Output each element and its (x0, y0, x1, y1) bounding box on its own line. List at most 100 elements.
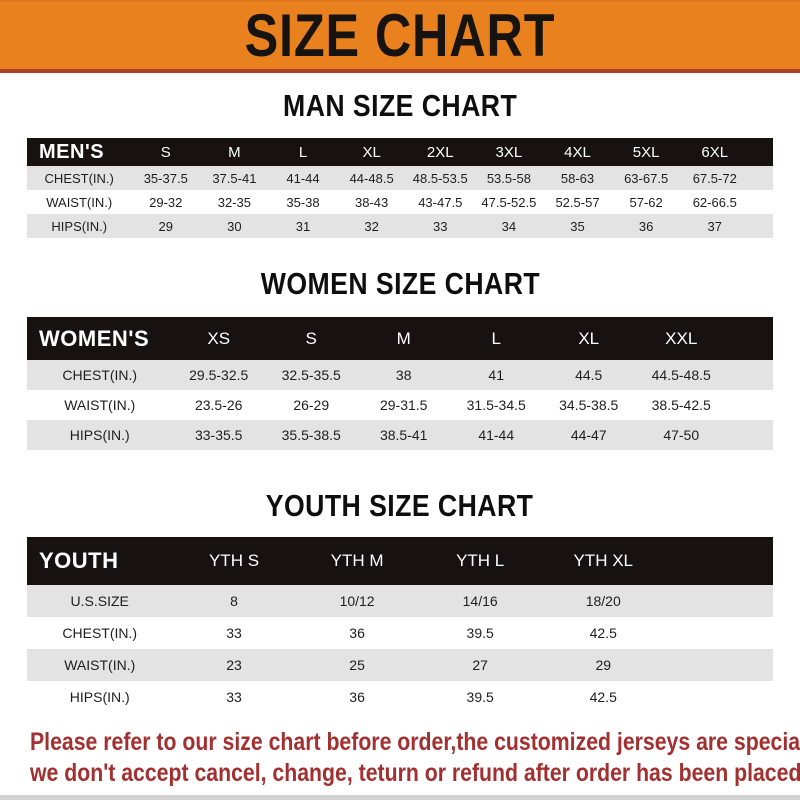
size-cell: 32-35 (217, 194, 251, 210)
youth-size-chart-title: YOUTH SIZE CHART (266, 488, 534, 523)
size-chart-banner: SIZE CHART (0, 0, 800, 73)
row-label: HIPS(IN.) (69, 689, 130, 705)
size-cell: 63-67.5 (624, 170, 669, 186)
size-cell: 42.5 (589, 625, 617, 641)
size-cell: 29.5-32.5 (189, 367, 249, 383)
column-header: YTH L (456, 551, 505, 570)
column-header: XL (578, 328, 600, 348)
size-cell: 30 (227, 218, 242, 234)
size-cell: 29 (158, 218, 173, 234)
size-cell: 67.5-72 (692, 170, 737, 186)
size-cell: 42.5 (589, 689, 617, 705)
size-cell: 41-44 (286, 170, 320, 186)
size-cell: 33 (226, 625, 242, 641)
size-cell: 47-50 (663, 427, 700, 443)
row-label: CHEST(IN.) (62, 625, 138, 641)
women-table-header-bar: WOMEN'S XS S M L XL XXL (27, 317, 773, 360)
order-disclaimer: Please refer to our size chart before or… (0, 727, 800, 789)
size-cell: 39.5 (466, 625, 494, 641)
size-cell: 34 (501, 218, 517, 234)
row-label: HIPS(IN.) (51, 218, 108, 234)
section-heading-women: WOMEN SIZE CHART (0, 266, 800, 302)
table-row: WAIST(IN.) 23 25 27 29 (27, 649, 773, 681)
table-row: WAIST(IN.) 29-32 32-35 35-38 38-43 43-47.5 47.… (27, 190, 773, 214)
women-size-table: WOMEN'S XS S M L XL XXL CHEST(IN.) 29.5-32.5 32.… (27, 317, 773, 450)
column-header: S (160, 143, 171, 161)
table-group-label: WOMEN'S (39, 325, 150, 351)
size-cell: 35 (570, 218, 585, 234)
size-cell: 37.5-41 (212, 170, 257, 186)
table-row: CHEST(IN.) 33 36 39.5 42.5 (27, 617, 773, 649)
disclaimer-line-2: we don't accept cancel, change, teturn o… (30, 759, 800, 787)
man-size-chart-title: MAN SIZE CHART (282, 88, 518, 123)
column-header: 3XL (495, 143, 523, 161)
size-cell: 31.5-34.5 (466, 397, 526, 413)
column-header: YTH XL (573, 551, 633, 570)
size-cell: 23 (226, 657, 242, 673)
disclaimer-line-1: Please refer to our size chart before or… (30, 728, 800, 756)
column-header: 5XL (632, 143, 660, 161)
table-row: U.S.SIZE 8 10/12 14/16 18/20 (27, 585, 773, 617)
column-header: L (491, 328, 501, 348)
youth-table-header-bar: YOUTH YTH S YTH M YTH L YTH XL (27, 537, 773, 585)
column-header: XL (362, 143, 381, 161)
row-label: CHEST(IN.) (44, 170, 114, 186)
table-group-label: YOUTH (39, 548, 119, 573)
size-cell: 43-47.5 (418, 194, 463, 210)
column-header: XXL (665, 328, 698, 348)
size-cell: 57-62 (629, 194, 663, 210)
table-row: HIPS(IN.) 29 30 31 32 33 34 35 36 37 (27, 214, 773, 238)
table-row: CHEST(IN.) 35-37.5 37.5-41 41-44 44-48.5 48.5… (27, 166, 773, 190)
bottom-edge-strip (0, 795, 800, 800)
size-cell: 62-66.5 (692, 194, 737, 210)
size-cell: 10/12 (339, 593, 375, 609)
size-cell: 33-35.5 (194, 427, 243, 443)
size-cell: 36 (349, 689, 365, 705)
column-header: XS (207, 328, 231, 348)
size-cell: 41-44 (478, 427, 515, 443)
column-header: L (298, 143, 308, 161)
size-cell: 23.5-26 (194, 397, 243, 413)
size-cell: 38.5-42.5 (651, 397, 711, 413)
size-cell: 29-31.5 (379, 397, 428, 413)
size-cell: 48.5-53.5 (412, 170, 468, 186)
row-label: HIPS(IN.) (69, 427, 130, 443)
section-heading-youth: YOUTH SIZE CHART (0, 488, 800, 524)
size-cell: 27 (472, 657, 488, 673)
size-cell: 33 (433, 218, 448, 234)
size-cell: 29 (595, 657, 612, 673)
men-table-header-bar: MEN'S S M L XL 2XL 3XL 4XL 5XL 6XL (27, 138, 773, 166)
size-cell: 35-38 (286, 194, 320, 210)
table-row: HIPS(IN.) 33-35.5 35.5-38.5 38.5-41 41-44 44-… (27, 420, 773, 450)
column-header: YTH S (208, 551, 260, 570)
size-cell: 36 (349, 625, 365, 641)
youth-size-table: YOUTH YTH S YTH M YTH L YTH XL U.S.SIZE 8 10/1… (27, 537, 773, 713)
column-header: M (396, 328, 411, 348)
size-cell: 32 (364, 218, 379, 234)
column-header: 6XL (701, 143, 729, 161)
size-cell: 38-43 (355, 194, 389, 210)
size-cell: 32.5-35.5 (281, 367, 341, 383)
size-cell: 44.5-48.5 (651, 367, 711, 383)
size-cell: 47.5-52.5 (481, 194, 537, 210)
table-row: WAIST(IN.) 23.5-26 26-29 29-31.5 31.5-34.5 34… (27, 390, 773, 420)
column-header: YTH M (330, 551, 384, 570)
banner-title: SIZE CHART (244, 1, 556, 69)
size-cell: 35-37.5 (143, 170, 188, 186)
column-header: M (228, 143, 241, 161)
column-header: 4XL (564, 143, 591, 161)
size-cell: 44-47 (570, 427, 607, 443)
men-size-table: MEN'S S M L XL 2XL 3XL 4XL 5XL 6XL CHEST(IN.) 35-3… (27, 138, 773, 238)
table-group-label: MEN'S (39, 140, 105, 163)
size-cell: 44-48.5 (349, 170, 394, 186)
size-cell: 58-63 (560, 170, 595, 186)
women-size-chart-title: WOMEN SIZE CHART (260, 266, 540, 301)
size-cell: 8 (230, 593, 238, 609)
size-cell: 41 (488, 367, 504, 383)
size-cell: 38.5-41 (379, 427, 428, 443)
size-cell: 29-32 (149, 194, 183, 210)
table-row: CHEST(IN.) 29.5-32.5 32.5-35.5 38 41 44.5 44.5… (27, 360, 773, 390)
size-cell: 36 (638, 218, 654, 234)
row-label: U.S.SIZE (70, 593, 129, 609)
column-header: 2XL (426, 143, 454, 161)
